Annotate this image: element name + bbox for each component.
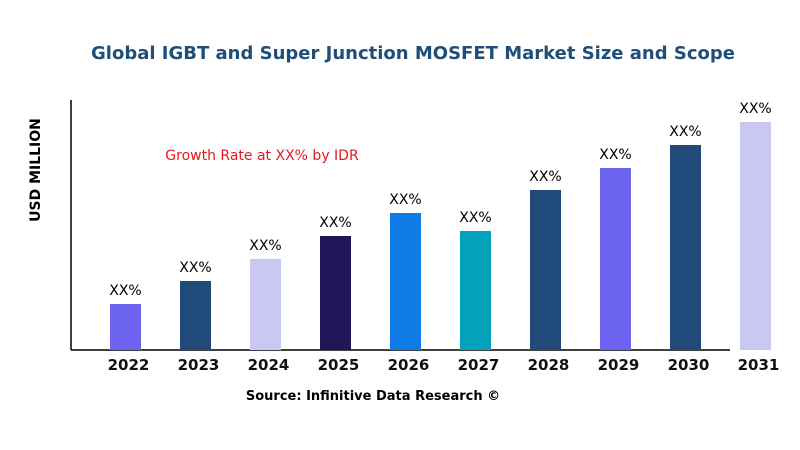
bar-2030	[670, 145, 701, 350]
x-tick-2026: 2026	[388, 356, 430, 374]
x-tick-2030: 2030	[668, 356, 710, 374]
data-label-2027: XX%	[459, 210, 491, 226]
bar-2029	[600, 168, 631, 350]
bar-2023	[180, 281, 211, 350]
data-label-2029: XX%	[599, 147, 631, 163]
bar-2024	[250, 259, 281, 350]
growth-rate-annotation: Growth Rate at XX% by IDR	[165, 148, 359, 164]
data-label-2030: XX%	[669, 124, 701, 140]
x-tick-2029: 2029	[598, 356, 640, 374]
data-label-2024: XX%	[249, 238, 281, 254]
data-label-2025: XX%	[319, 215, 351, 231]
bar-2031	[740, 122, 771, 350]
bar-2028	[530, 190, 561, 350]
bar-2027	[460, 231, 491, 350]
y-axis-label: USD MILLION	[28, 118, 44, 222]
x-tick-2031: 2031	[738, 356, 780, 374]
x-tick-2028: 2028	[528, 356, 570, 374]
data-label-2026: XX%	[389, 192, 421, 208]
data-label-2023: XX%	[179, 260, 211, 276]
bar-2025	[320, 236, 351, 350]
x-tick-2023: 2023	[178, 356, 220, 374]
data-label-2031: XX%	[739, 101, 771, 117]
x-tick-2025: 2025	[318, 356, 360, 374]
data-label-2028: XX%	[529, 169, 561, 185]
bar-2026	[390, 213, 421, 350]
bar-2022	[110, 304, 141, 350]
data-label-2022: XX%	[109, 283, 141, 299]
x-tick-2024: 2024	[248, 356, 290, 374]
x-tick-2027: 2027	[458, 356, 500, 374]
x-tick-2022: 2022	[108, 356, 150, 374]
chart-title: Global IGBT and Super Junction MOSFET Ma…	[91, 43, 735, 64]
source-note: Source: Infinitive Data Research ©	[246, 389, 500, 404]
